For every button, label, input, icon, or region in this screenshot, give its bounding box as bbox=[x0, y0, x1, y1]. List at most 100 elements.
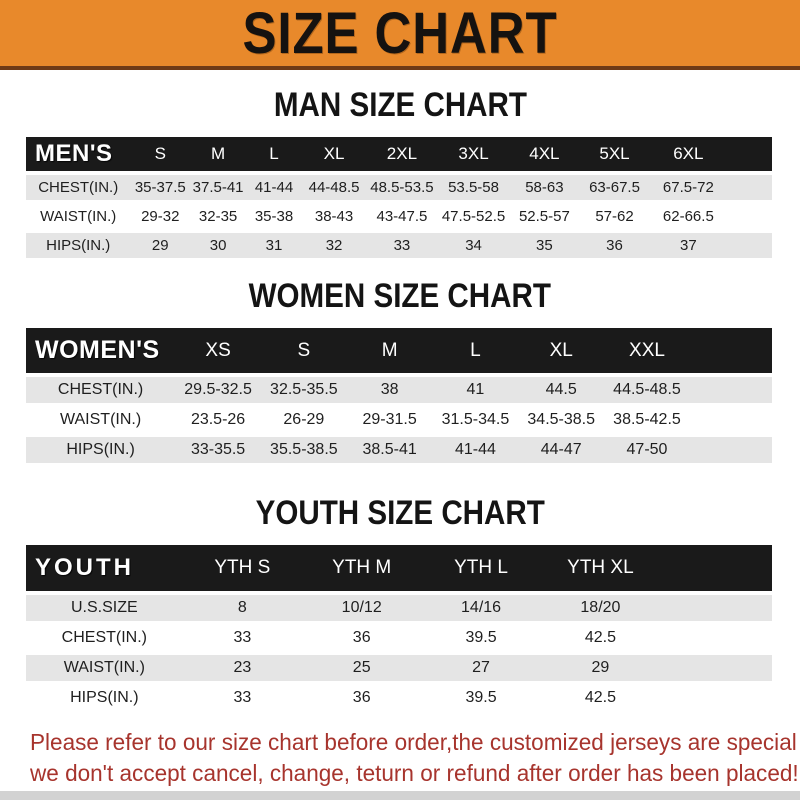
measurement-value: 29.5-32.5 bbox=[184, 381, 252, 398]
measurement-value: 48.5-53.5 bbox=[370, 179, 434, 196]
womens-size-table: WOMEN'S XS S M L XL XXL CHEST(IN.) 29.5-… bbox=[26, 328, 772, 463]
youth-size-table: YOUTH YTH S YTH M YTH L YTH XL U.S.SIZE … bbox=[26, 545, 772, 711]
table-row-us-size: U.S.SIZE 8 10/12 14/16 18/20 bbox=[26, 595, 772, 621]
measurement-label: CHEST(IN.) bbox=[38, 179, 119, 196]
mens-table-header-row: MEN'S S M L XL 2XL 3XL 4XL 5XL 6XL bbox=[26, 137, 772, 171]
size-column-header: YTH M bbox=[332, 557, 392, 578]
measurement-value: 36 bbox=[352, 689, 371, 706]
size-column-header: YTH L bbox=[454, 557, 508, 578]
table-row-hips: HIPS(IN.) 33 36 39.5 42.5 bbox=[26, 685, 772, 711]
measurement-label: CHEST(IN.) bbox=[61, 629, 147, 646]
size-chart-banner: SIZE CHART bbox=[0, 0, 800, 70]
measurement-label: WAIST(IN.) bbox=[40, 208, 117, 225]
measurement-value: 63-67.5 bbox=[589, 179, 640, 196]
measurement-value: 67.5-72 bbox=[662, 179, 714, 196]
womens-table-header-row: WOMEN'S XS S M L XL XXL bbox=[26, 328, 772, 373]
youth-table-header-row: YOUTH YTH S YTH M YTH L YTH XL bbox=[26, 545, 772, 591]
size-column-header: XL bbox=[323, 144, 345, 163]
measurement-value: 38.5-42.5 bbox=[613, 411, 681, 428]
size-column-header: S bbox=[154, 144, 166, 163]
womens-table-title: WOMEN'S bbox=[35, 336, 160, 364]
measurement-value: 23.5-26 bbox=[190, 411, 246, 428]
measurement-value: 29 bbox=[591, 659, 610, 676]
measurement-value: 35-37.5 bbox=[134, 179, 186, 196]
size-column-header: S bbox=[297, 339, 311, 361]
size-column-header: M bbox=[381, 339, 398, 361]
measurement-label: HIPS(IN.) bbox=[46, 237, 111, 254]
measurement-value: 25 bbox=[352, 659, 371, 676]
banner-title: SIZE CHART bbox=[242, 0, 558, 66]
measurement-value: 38-43 bbox=[314, 208, 354, 225]
table-row-chest: CHEST(IN.) 29.5-32.5 32.5-35.5 38 41 44.… bbox=[26, 377, 772, 403]
size-column-header: XXL bbox=[629, 339, 665, 361]
measurement-value: 43-47.5 bbox=[376, 208, 428, 225]
bottom-edge-strip bbox=[0, 791, 800, 800]
measurement-value: 32 bbox=[325, 237, 343, 254]
notice-line-2: we don't accept cancel, change, teturn o… bbox=[30, 760, 799, 786]
measurement-value: 62-66.5 bbox=[662, 208, 714, 225]
measurement-value: 42.5 bbox=[584, 689, 616, 706]
size-column-header: YTH S bbox=[214, 557, 271, 578]
size-column-header: XL bbox=[549, 339, 573, 361]
measurement-value: 37.5-41 bbox=[192, 179, 244, 196]
measurement-value: 44-47 bbox=[540, 441, 582, 458]
measurement-value: 33-35.5 bbox=[190, 441, 246, 458]
measurement-label: HIPS(IN.) bbox=[66, 441, 135, 458]
measurement-value: 39.5 bbox=[465, 629, 497, 646]
table-row-hips: HIPS(IN.) 29 30 31 32 33 34 35 36 37 bbox=[26, 233, 772, 258]
measurement-value: 8 bbox=[237, 599, 247, 616]
measurement-value: 57-62 bbox=[595, 208, 634, 225]
size-column-header: L bbox=[470, 339, 481, 361]
table-row-chest: CHEST(IN.) 35-37.5 37.5-41 41-44 44-48.5… bbox=[26, 175, 772, 200]
mens-size-table: MEN'S S M L XL 2XL 3XL 4XL 5XL 6XL CHEST… bbox=[26, 137, 772, 258]
measurement-value: 58-63 bbox=[525, 179, 564, 196]
measurement-value: 47-50 bbox=[626, 441, 668, 458]
youth-section-heading-wrap: YOUTH SIZE CHART bbox=[0, 493, 800, 533]
size-column-header: 6XL bbox=[673, 144, 704, 163]
measurement-value: 30 bbox=[209, 237, 227, 254]
measurement-value: 42.5 bbox=[584, 629, 616, 646]
women-section-heading-wrap: WOMEN SIZE CHART bbox=[0, 276, 800, 316]
measurement-label: CHEST(IN.) bbox=[57, 381, 144, 398]
measurement-value: 47.5-52.5 bbox=[441, 208, 506, 225]
man-section-heading-wrap: MAN SIZE CHART bbox=[0, 85, 800, 125]
measurement-value: 31.5-34.5 bbox=[441, 411, 510, 428]
measurement-value: 33 bbox=[233, 689, 252, 706]
measurement-value: 33 bbox=[393, 237, 411, 254]
measurement-value: 35-38 bbox=[254, 208, 294, 225]
measurement-value: 39.5 bbox=[465, 689, 497, 706]
size-column-header: 5XL bbox=[599, 144, 630, 163]
mens-table-title: MEN'S bbox=[35, 140, 113, 167]
table-row-waist: WAIST(IN.) 23 25 27 29 bbox=[26, 655, 772, 681]
measurement-value: 34 bbox=[465, 237, 482, 254]
measurement-label: U.S.SIZE bbox=[70, 599, 138, 616]
measurement-value: 29-31.5 bbox=[362, 411, 417, 428]
size-column-header: XS bbox=[205, 339, 231, 361]
measurement-value: 27 bbox=[472, 659, 490, 676]
measurement-value: 38.5-41 bbox=[362, 441, 417, 458]
size-column-header: L bbox=[269, 144, 279, 163]
table-row-hips: HIPS(IN.) 33-35.5 35.5-38.5 38.5-41 41-4… bbox=[26, 437, 772, 463]
measurement-label: HIPS(IN.) bbox=[70, 689, 139, 706]
measurement-value: 35.5-38.5 bbox=[270, 441, 338, 458]
women-size-chart-heading: WOMEN SIZE CHART bbox=[248, 277, 552, 315]
table-row-chest: CHEST(IN.) 33 36 39.5 42.5 bbox=[26, 625, 772, 651]
measurement-value: 44-48.5 bbox=[308, 179, 360, 196]
measurement-value: 37 bbox=[680, 237, 697, 254]
measurement-value: 41-44 bbox=[454, 441, 496, 458]
measurement-value: 10/12 bbox=[341, 599, 382, 616]
order-notice: Please refer to our size chart before or… bbox=[30, 727, 800, 789]
measurement-value: 32-35 bbox=[198, 208, 238, 225]
measurement-value: 53.5-58 bbox=[448, 179, 499, 196]
size-column-header: M bbox=[210, 144, 226, 163]
measurement-value: 35 bbox=[536, 237, 553, 254]
size-column-header: 2XL bbox=[386, 144, 418, 163]
measurement-value: 34.5-38.5 bbox=[527, 411, 595, 428]
youth-size-chart-heading: YOUTH SIZE CHART bbox=[255, 494, 545, 532]
measurement-value: 29 bbox=[151, 237, 169, 254]
measurement-value: 23 bbox=[233, 659, 252, 676]
man-size-chart-heading: MAN SIZE CHART bbox=[273, 86, 527, 124]
measurement-value: 44.5-48.5 bbox=[613, 381, 681, 398]
measurement-value: 29-32 bbox=[141, 208, 180, 225]
measurement-value: 18/20 bbox=[580, 599, 621, 616]
